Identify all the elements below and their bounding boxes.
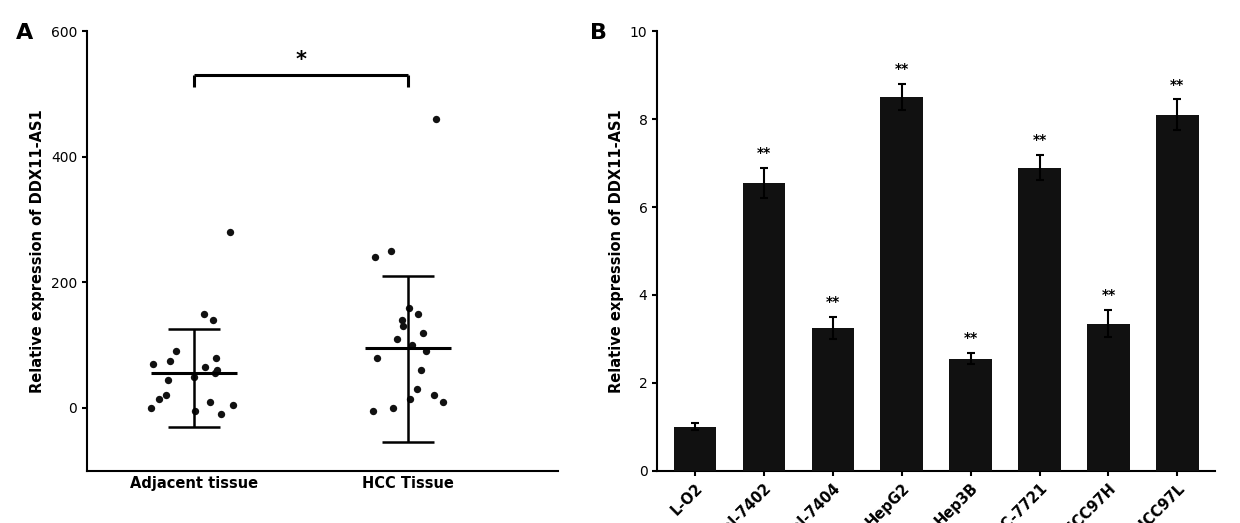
Point	[413, 328, 433, 337]
Point	[219, 228, 239, 236]
Point	[159, 376, 179, 384]
Point	[433, 397, 453, 406]
Point	[383, 404, 403, 412]
Text: **: **	[1171, 77, 1184, 92]
Point	[160, 357, 180, 365]
Point	[408, 310, 428, 318]
Text: **: **	[826, 295, 839, 309]
Point	[363, 407, 383, 415]
Text: *: *	[295, 50, 306, 70]
Point	[156, 391, 176, 400]
Point	[166, 347, 186, 356]
Point	[184, 372, 203, 381]
Bar	[1156, 115, 1199, 471]
Text: A: A	[16, 22, 33, 42]
Text: **: **	[963, 332, 978, 346]
Point	[196, 363, 216, 371]
Point	[410, 366, 430, 374]
Point	[367, 354, 387, 362]
Bar	[950, 359, 992, 471]
Point	[223, 401, 243, 409]
Text: **: **	[756, 146, 771, 160]
Point	[185, 407, 205, 415]
Y-axis label: Relative expression of DDX11-AS1: Relative expression of DDX11-AS1	[30, 109, 45, 393]
Point	[149, 394, 169, 403]
Text: **: **	[894, 62, 909, 76]
Point	[203, 316, 223, 324]
Bar	[673, 427, 717, 471]
Point	[141, 404, 161, 412]
Bar	[811, 328, 854, 471]
Bar	[1087, 324, 1130, 471]
Point	[401, 394, 420, 403]
Text: **: **	[1101, 289, 1116, 302]
Point	[387, 335, 407, 343]
Point	[424, 391, 444, 400]
Point	[393, 322, 413, 331]
Point	[193, 310, 213, 318]
Text: B: B	[590, 22, 608, 42]
Point	[207, 366, 227, 374]
Point	[407, 385, 427, 393]
Point	[143, 360, 162, 368]
Point	[399, 303, 419, 312]
Text: **: **	[1033, 133, 1047, 147]
Point	[206, 354, 226, 362]
Point	[402, 341, 422, 349]
Point	[211, 410, 231, 418]
Point	[427, 115, 446, 123]
Point	[393, 316, 413, 324]
Bar	[743, 183, 785, 471]
Point	[200, 397, 219, 406]
Y-axis label: Relative expression of DDX11-AS1: Relative expression of DDX11-AS1	[609, 109, 624, 393]
Bar	[1018, 167, 1061, 471]
Point	[365, 253, 384, 262]
Point	[206, 369, 226, 378]
Bar	[880, 97, 923, 471]
Point	[381, 247, 401, 255]
Point	[417, 347, 436, 356]
